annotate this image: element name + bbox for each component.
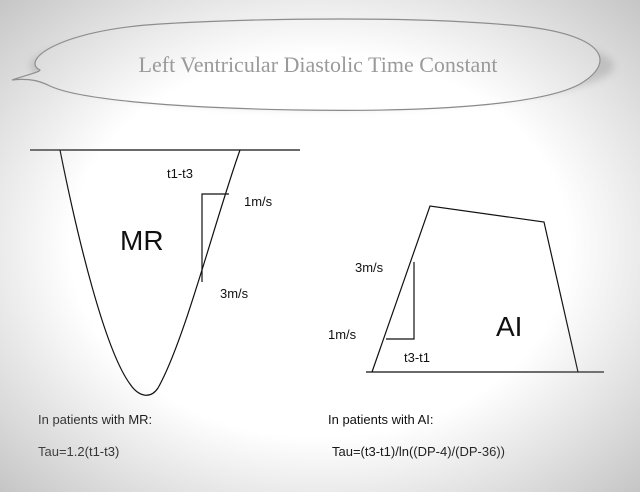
mr-upper-velocity: 1m/s [244,194,273,209]
formulas: In patients with MR: Tau=1.2(t1-t3) In p… [38,412,505,459]
ai-lower-velocity: 1m/s [328,327,357,342]
ai-diagram: AI 3m/s 1m/s t3-t1 [328,205,604,373]
ai-velocity-envelope [371,205,579,373]
mr-diagram: MR t1-t3 1m/s 3m/s [30,149,300,396]
ai-label: AI [496,311,522,342]
mr-slope-triangle [201,193,229,282]
title: Left Ventricular Diastolic Time Constant [139,52,498,77]
title-bubble: Left Ventricular Diastolic Time Constant [11,18,614,111]
mr-heading: In patients with MR: [38,412,152,427]
ai-slope-triangle [386,262,415,340]
mr-lower-velocity: 3m/s [220,286,249,301]
mr-formula: Tau=1.2(t1-t3) [38,444,119,459]
ai-interval-label: t3-t1 [404,350,430,365]
mr-velocity-curve [59,149,241,396]
mr-interval-label: t1-t3 [167,166,193,181]
ai-formula: Tau=(t3-t1)/ln((DP-4)/(DP-36)) [332,444,505,459]
mr-label: MR [120,225,164,256]
ai-upper-velocity: 3m/s [355,260,384,275]
ai-heading: In patients with AI: [328,412,434,427]
